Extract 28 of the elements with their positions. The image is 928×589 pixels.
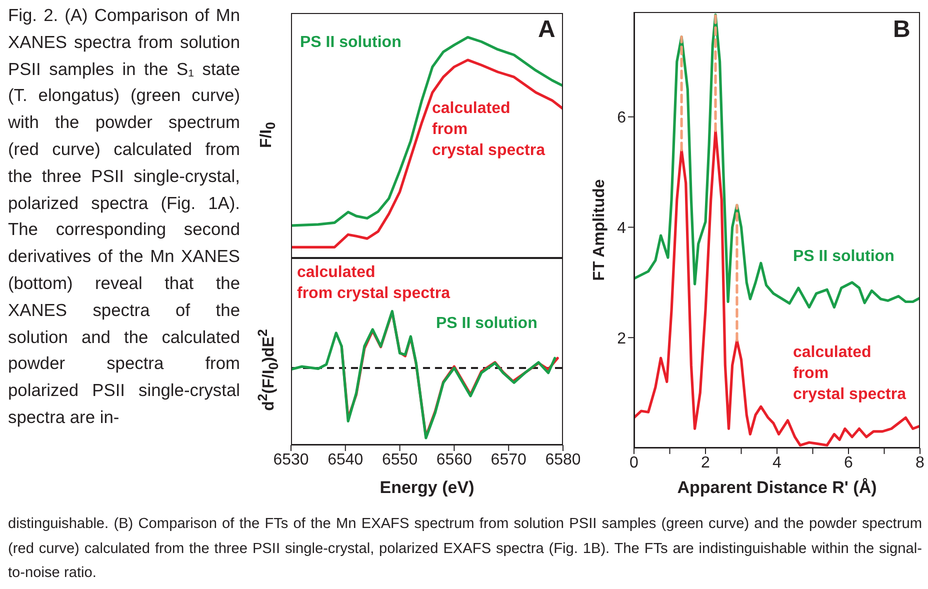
series-label: calculated from crystal spectra [432,99,545,161]
text: Fig. 2. (A) Comparison of Mn XANES spectra from solution PSII samples in the S₁ state (T. elongatus) (green curve) with the powder spectrum (red curve) calculated from the three PSII single-crystal, polarized spectra (Fig. 1A). The corresponding second derivatives of the Mn XANES (bottom) reveal that the XANES spectra of the solution and the calculated powder spectra from polarized PSII single-crystal spectra are in- [8,5,240,427]
text: distinguishable. (B) Comparison of the FTs of the Mn EXAFS spectrum from solution PSII samples (green curve) and the powder spectrum (red curve) calculated from the three PSII single-crystal, polarized EXAFS spectra (Fig. 1B). The FTs are indistinguishable within the signal-to-noise ratio. [8,515,922,583]
x-tick-label: 8 [916,454,925,472]
annotation: A [538,16,556,44]
line-series [634,13,920,309]
text: PS II solution [300,33,402,53]
series-label: PS II solution [436,314,538,334]
x-tick-label: 6530 [273,451,309,468]
x-tick-label: 6570 [490,451,526,468]
y-axis-title: FT Amplitude [591,179,609,281]
series-label: PS II solution [793,247,894,267]
x-tick-label: 6540 [328,451,364,468]
series-label: calculated from crystal spectra [793,343,906,405]
annotation: B [893,16,910,44]
x-tick-label: 6550 [382,451,418,468]
x-axis-title: Energy (eV) [380,478,474,498]
y-tick-label: 4 [617,220,626,237]
x-tick-label: 0 [630,454,639,472]
x-tick-label: 4 [772,454,782,472]
x-tick-label: 6580 [545,451,581,468]
x-tick-label: 2 [701,454,710,472]
x-axis-title: Apparent Distance R' (Å) [677,478,877,498]
x-tick-label: 6560 [436,451,472,468]
text: calculated from crystal spectra [297,263,450,304]
x-tick-label: 6 [844,454,854,472]
y-tick-label: 2 [617,330,626,348]
y-tick-label: 6 [617,110,626,127]
